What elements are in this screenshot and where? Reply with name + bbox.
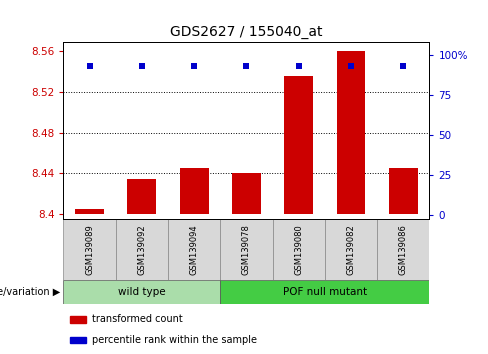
Text: GSM139080: GSM139080	[294, 224, 303, 275]
Bar	[220, 280, 429, 304]
Bar	[63, 219, 116, 280]
Bar	[75, 209, 104, 215]
Bar	[325, 219, 377, 280]
Bar	[168, 219, 220, 280]
Point	[243, 64, 250, 69]
Bar	[180, 168, 208, 215]
Text: GSM139082: GSM139082	[346, 224, 356, 275]
Bar	[70, 316, 86, 323]
Bar	[220, 219, 273, 280]
Text: percentile rank within the sample: percentile rank within the sample	[92, 335, 257, 345]
Bar	[127, 178, 156, 215]
Text: genotype/variation ▶: genotype/variation ▶	[0, 287, 60, 297]
Point	[190, 64, 198, 69]
Text: transformed count: transformed count	[92, 314, 183, 325]
Bar	[116, 219, 168, 280]
Bar	[70, 337, 86, 343]
Bar	[285, 76, 313, 215]
Bar	[232, 173, 261, 215]
Bar	[389, 168, 418, 215]
Text: GSM139092: GSM139092	[137, 224, 146, 275]
Text: POF null mutant: POF null mutant	[283, 287, 367, 297]
Point	[399, 64, 407, 69]
Title: GDS2627 / 155040_at: GDS2627 / 155040_at	[170, 25, 323, 39]
Bar	[273, 219, 325, 280]
Bar	[377, 219, 429, 280]
Point	[86, 64, 94, 69]
Bar	[63, 280, 220, 304]
Bar	[337, 51, 366, 215]
Text: GSM139094: GSM139094	[190, 224, 199, 275]
Text: wild type: wild type	[118, 287, 166, 297]
Point	[295, 64, 303, 69]
Text: GSM139078: GSM139078	[242, 224, 251, 275]
Text: GSM139086: GSM139086	[399, 224, 408, 275]
Point	[347, 64, 355, 69]
Text: GSM139089: GSM139089	[85, 224, 94, 275]
Point	[138, 64, 146, 69]
